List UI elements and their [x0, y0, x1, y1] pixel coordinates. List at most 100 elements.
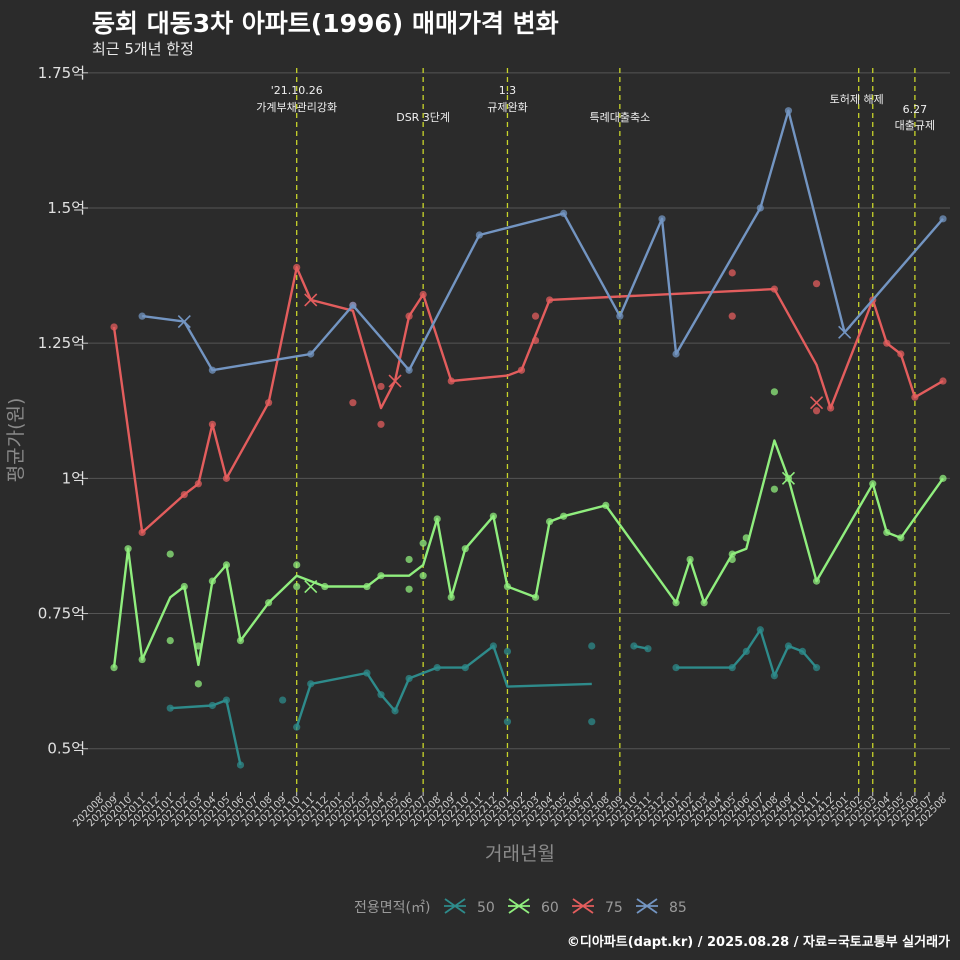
data-point-60	[166, 636, 174, 645]
cross-marker-75	[809, 396, 824, 410]
event-label: 규제완화	[487, 101, 527, 114]
event-label: 대출규제	[895, 119, 935, 132]
data-point-60	[433, 515, 441, 523]
data-point-50	[166, 704, 174, 712]
legend-label-75: 75	[605, 900, 623, 916]
data-point-50	[363, 669, 371, 677]
data-point-60	[222, 561, 231, 569]
data-point-75	[349, 399, 357, 407]
data-point-85	[475, 231, 483, 239]
data-point-75	[222, 474, 231, 482]
data-point-60	[208, 577, 216, 585]
data-point-60	[672, 599, 680, 607]
data-point-75	[897, 350, 905, 358]
data-point-60	[461, 545, 469, 553]
grid-lines	[88, 72, 950, 750]
data-point-75	[531, 336, 540, 345]
data-point-60	[742, 534, 750, 542]
data-point-60	[503, 582, 512, 591]
data-point-60	[293, 561, 301, 569]
data-point-85	[672, 350, 680, 358]
data-point-85	[349, 301, 357, 309]
data-point-50	[236, 761, 245, 769]
data-point-85	[616, 312, 624, 320]
data-point-60	[546, 518, 554, 526]
data-point-75	[728, 269, 736, 277]
data-point-75	[728, 312, 736, 320]
data-point-60	[110, 664, 118, 672]
data-point-75	[770, 285, 779, 293]
data-point-85	[138, 312, 146, 320]
series-line-75	[112, 266, 944, 534]
x-axis-title: 거래년월	[485, 843, 555, 865]
data-point-50	[279, 696, 287, 704]
series-layer	[110, 107, 947, 769]
series-75	[110, 263, 947, 537]
cross-marker-75	[304, 293, 318, 307]
y-tick-label: 1.75억	[38, 64, 85, 82]
legend-title: 전용면적(㎡)	[354, 900, 430, 916]
data-point-60	[293, 582, 301, 591]
data-point-75	[138, 528, 146, 537]
data-point-75	[827, 404, 835, 412]
data-point-75	[812, 280, 821, 288]
series-85	[138, 107, 947, 374]
y-axis-ticks: 0.5억 0.75억 1억 1.25억 1.5억 1.75억	[38, 64, 88, 758]
y-axis-title: 평균가(원)	[5, 398, 27, 483]
legend-key-50	[444, 898, 466, 914]
data-point-60	[124, 545, 132, 553]
data-point-75	[883, 339, 891, 347]
series-60	[110, 388, 947, 688]
data-point-60	[869, 480, 877, 488]
y-tick-label: 1.25억	[38, 334, 85, 352]
data-point-50	[644, 645, 652, 653]
data-point-60	[447, 593, 455, 601]
footer-credit: ©디아파트(dapt.kr) / 2025.08.28 / 자료=국토교통부 실…	[566, 935, 950, 950]
data-point-50	[307, 680, 315, 688]
data-point-60	[405, 555, 413, 564]
data-point-75	[265, 399, 273, 407]
y-tick-label: 1억	[62, 469, 85, 487]
data-point-75	[531, 312, 540, 320]
chart-subtitle: 최근 5개년 한정	[92, 40, 194, 58]
cross-marker-60	[781, 471, 796, 485]
data-point-50	[630, 642, 638, 650]
data-point-50	[433, 664, 441, 672]
legend-key-85	[636, 898, 658, 914]
data-point-60	[531, 593, 540, 601]
y-tick-label: 0.5억	[47, 740, 85, 758]
series-line-50	[170, 698, 242, 766]
data-point-85	[208, 366, 216, 374]
data-point-60	[180, 582, 188, 591]
data-point-50	[812, 664, 821, 672]
data-point-60	[728, 555, 736, 564]
event-label: 특례대출축소	[589, 111, 650, 124]
data-point-75	[377, 420, 385, 428]
data-point-85	[784, 107, 793, 115]
data-point-50	[503, 718, 512, 726]
event-label: 1.3	[499, 84, 517, 97]
data-point-60	[700, 599, 708, 607]
data-point-75	[377, 382, 385, 391]
legend-key-60	[508, 898, 530, 914]
x-axis-ticks: 2020082020092020102020112020122021012021…	[71, 792, 949, 829]
data-point-50	[377, 691, 385, 699]
data-point-60	[194, 642, 202, 650]
data-point-75	[812, 407, 821, 415]
data-point-50	[503, 647, 512, 656]
series-line-60	[112, 439, 944, 668]
cross-marker-75	[388, 374, 402, 388]
data-point-50	[784, 642, 793, 650]
data-point-75	[419, 290, 427, 299]
cross-marker-60	[304, 579, 318, 594]
data-point-50	[588, 642, 596, 650]
series-line-50	[295, 644, 592, 728]
data-point-60	[897, 534, 905, 542]
data-point-50	[461, 664, 469, 672]
data-point-60	[138, 655, 146, 664]
data-point-50	[588, 718, 596, 726]
data-point-60	[728, 550, 736, 558]
data-point-75	[517, 366, 526, 374]
